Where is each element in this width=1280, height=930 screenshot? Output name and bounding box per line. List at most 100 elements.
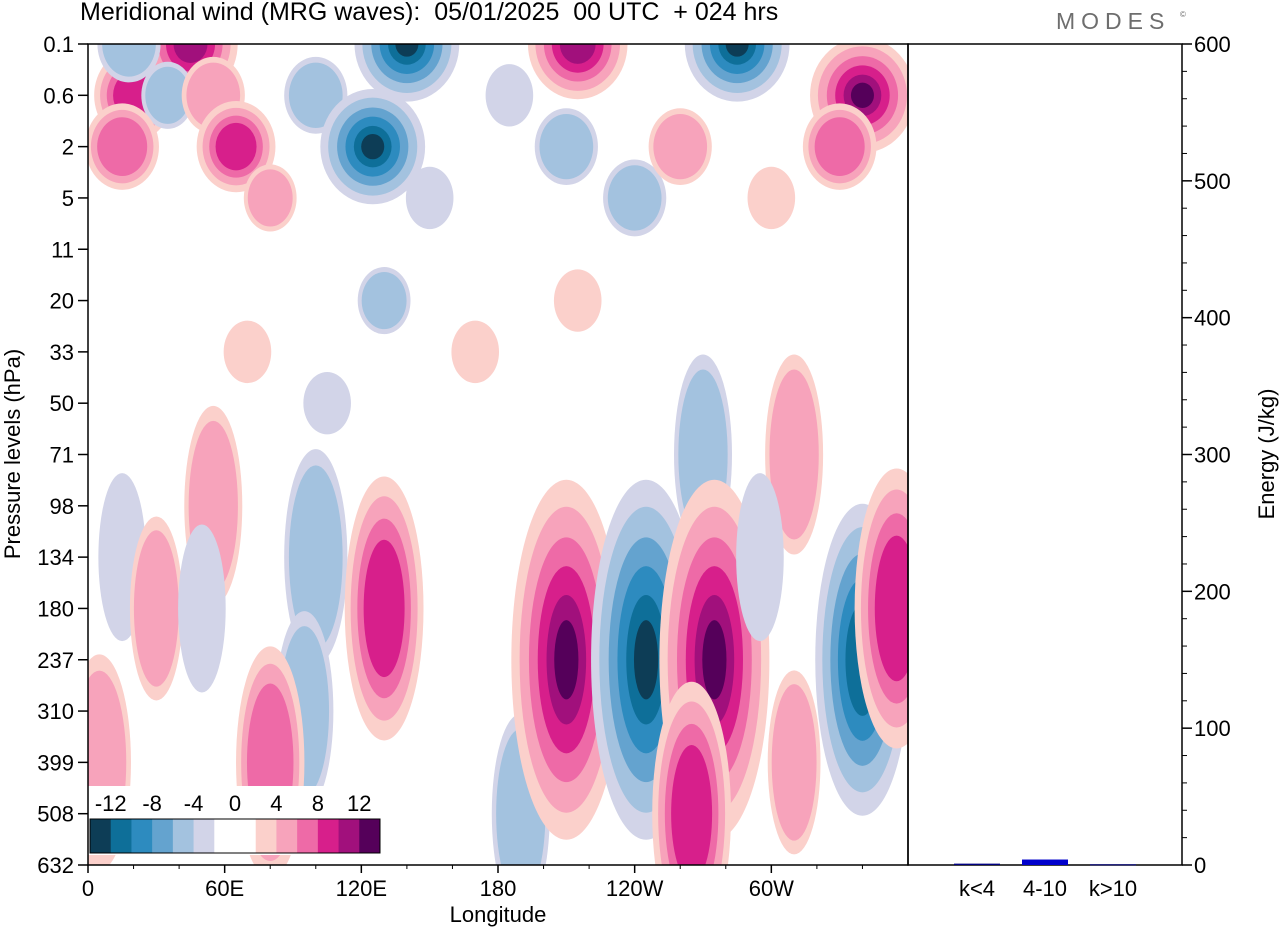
x-tick-label: 180 — [480, 876, 517, 901]
contour-band — [771, 684, 817, 841]
x-tick-label: 60W — [749, 876, 794, 901]
energy-panel-frame — [907, 43, 1183, 866]
x-tick-label: 60E — [205, 876, 244, 901]
contour-band — [874, 535, 908, 682]
modes-logo: MODES — [1056, 8, 1171, 34]
colorbar: -12 -8 -4 0 4 8 12 — [88, 786, 382, 855]
colorbar-tick-label: 0 — [229, 791, 241, 816]
colorbar-tick-label: 4 — [270, 791, 282, 816]
y-tick-label: 20 — [50, 289, 74, 314]
y-tick-label: 2 — [62, 135, 74, 160]
y-tick-label: 98 — [50, 494, 74, 519]
contour-band — [725, 44, 749, 57]
wavenumber-axis: k<4 4-10 k>10 — [959, 876, 1137, 901]
contour-band — [247, 169, 293, 227]
y-tick-label: 33 — [50, 340, 74, 365]
colorbar-swatch — [90, 819, 112, 853]
y-tick-label: 11 — [51, 237, 74, 262]
y-tick-label: 632 — [37, 853, 74, 878]
y-tick-label: 71 — [50, 443, 74, 468]
contour-band — [747, 166, 796, 230]
y-tick-label: 5 — [62, 186, 74, 211]
wavenumber-label: k<4 — [959, 876, 995, 901]
contour-band — [361, 133, 385, 160]
contour-band — [405, 166, 454, 230]
wavenumber-label: k>10 — [1089, 876, 1137, 901]
x-tick-label: 120E — [336, 876, 387, 901]
energy-tick-label: 500 — [1194, 169, 1231, 194]
colorbar-swatch — [255, 819, 277, 853]
energy-tick-label: 100 — [1194, 716, 1231, 741]
y-tick-label: 310 — [37, 699, 74, 724]
longitude-axis: 0 60E 120E 180 120W 60W — [82, 865, 863, 901]
contour-band — [288, 62, 343, 128]
contour-band — [303, 371, 351, 435]
energy-axis: 0 100 200 300 400 500 600 — [1182, 32, 1231, 878]
energy-bars — [954, 859, 1136, 866]
wavenumber-label: 4-10 — [1023, 876, 1067, 901]
contour-band — [554, 620, 579, 700]
copyright-mark: © — [1180, 10, 1186, 19]
colorbar-swatch — [276, 819, 298, 853]
contour-band — [814, 117, 865, 177]
energy-bar — [954, 863, 1000, 865]
colorbar-swatch — [131, 819, 153, 853]
contour-band — [671, 745, 713, 865]
contour-band — [361, 272, 407, 330]
contour-band — [485, 64, 534, 127]
contour-band — [736, 473, 784, 642]
contour-band — [633, 620, 659, 700]
wind-contour-field — [88, 44, 908, 865]
contour-band — [607, 165, 662, 231]
y-tick-label: 0.1 — [43, 32, 74, 57]
colorbar-frame — [89, 818, 381, 854]
energy-tick-label: 0 — [1194, 853, 1206, 878]
y-tick-label: 134 — [37, 545, 74, 570]
contour-band — [653, 113, 708, 180]
contour-band — [223, 320, 272, 384]
colorbar-swatch — [297, 819, 319, 853]
y-tick-label: 50 — [50, 391, 74, 416]
colorbar-swatch — [235, 819, 257, 853]
colorbar-tick-label: -12 — [95, 791, 127, 816]
contour-band — [769, 369, 819, 540]
y-tick-label: 180 — [37, 596, 74, 621]
x-tick-label: 0 — [82, 876, 94, 901]
contour-band — [702, 620, 727, 700]
energy-tick-label: 600 — [1194, 32, 1231, 57]
contour-band — [559, 44, 596, 64]
contour-band — [215, 122, 257, 171]
contour-band — [451, 320, 500, 384]
colorbar-tick-label: 12 — [347, 791, 371, 816]
contour-band — [145, 66, 191, 124]
x-axis-label: Longitude — [450, 902, 547, 927]
energy-tick-label: 400 — [1194, 306, 1231, 331]
energy-axis-label: Energy (J/kg) — [1254, 389, 1279, 520]
y-tick-label: 399 — [37, 750, 74, 775]
contour-band — [539, 113, 594, 180]
contour-band — [178, 524, 226, 693]
y-axis-label: Pressure levels (hPa) — [0, 349, 25, 559]
colorbar-tick-label: 8 — [312, 791, 324, 816]
contour-band — [850, 82, 874, 108]
y-tick-label: 237 — [37, 648, 74, 673]
colorbar-swatch — [359, 819, 381, 853]
contour-band — [395, 44, 419, 57]
colorbar-swatch — [152, 819, 174, 853]
energy-tick-label: 300 — [1194, 443, 1231, 468]
colorbar-swatch — [317, 819, 340, 853]
contour-band — [173, 44, 208, 64]
energy-tick-label: 200 — [1194, 579, 1231, 604]
colorbar-swatch — [172, 819, 195, 853]
contour-band — [288, 465, 343, 649]
colorbar-swatch — [110, 819, 132, 853]
colorbar-tick-label: -8 — [142, 791, 162, 816]
contour-band — [553, 269, 602, 332]
contour-band — [363, 539, 405, 678]
chart-title: Meridional wind (MRG waves): 05/01/2025 … — [80, 0, 779, 26]
colorbar-swatch — [214, 819, 236, 853]
colorbar-swatch — [338, 819, 360, 853]
colorbar-tick-label: -4 — [184, 791, 204, 816]
contour-band — [102, 44, 156, 77]
